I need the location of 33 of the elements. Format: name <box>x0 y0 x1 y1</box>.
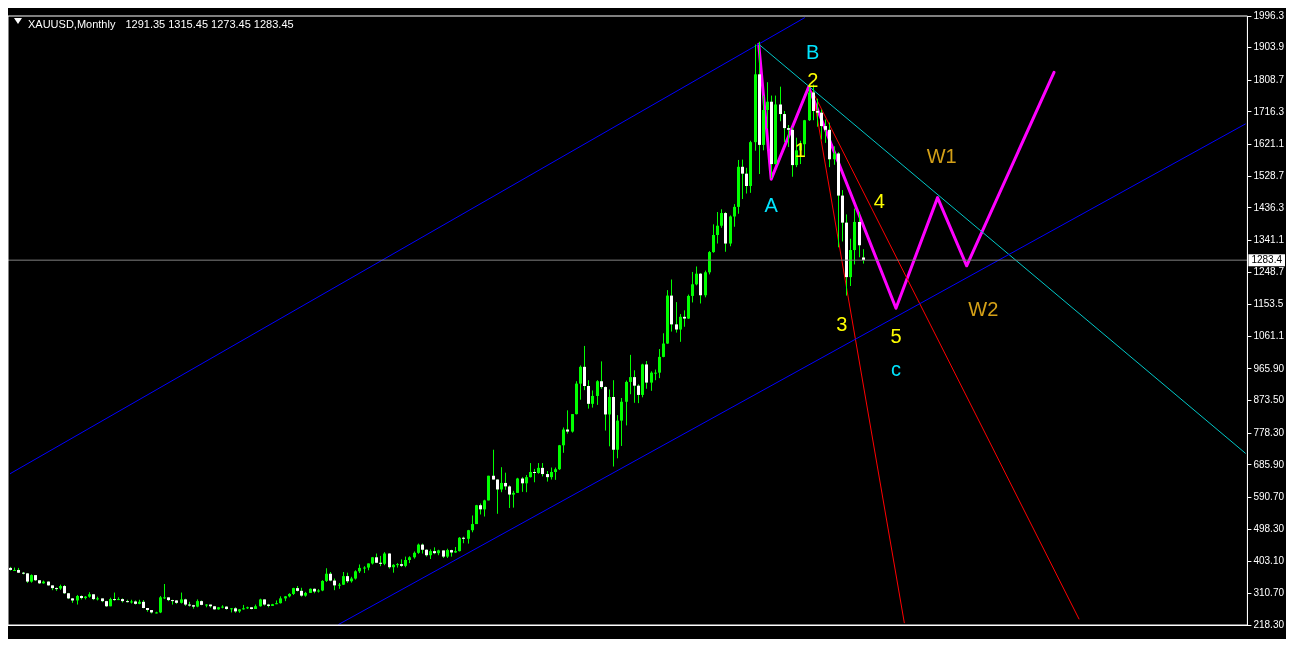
ref-line-label: 1283.4 <box>1251 253 1283 265</box>
chart-title: XAUUSD,Monthly <box>28 17 116 30</box>
y-tick-label: 590.70 <box>1253 491 1285 503</box>
annotation: 4 <box>873 189 885 212</box>
annotation: 5 <box>890 324 902 347</box>
y-tick-label: 1153.5 <box>1253 298 1284 310</box>
y-tick-label: 1248.7 <box>1253 265 1285 277</box>
y-tick-label: 1528.7 <box>1253 169 1285 181</box>
annotation: A <box>764 194 779 217</box>
y-tick-label: 1903.9 <box>1253 41 1285 53</box>
annotation: 3 <box>836 313 848 336</box>
y-tick-label: 403.10 <box>1253 555 1285 567</box>
y-tick-label: 1341.1 <box>1253 234 1285 246</box>
y-tick-label: 1716.3 <box>1253 105 1285 117</box>
y-tick-label: 218.30 <box>1253 618 1285 630</box>
annotation: c <box>890 358 901 381</box>
annotation: 2 <box>807 68 819 91</box>
y-tick-label: 1621.1 <box>1253 138 1285 150</box>
y-tick-label: 685.90 <box>1253 458 1285 470</box>
y-tick-label: 310.70 <box>1253 587 1285 599</box>
y-tick-label: 1996.3 <box>1253 9 1285 21</box>
y-tick-label: 1436.3 <box>1253 201 1285 213</box>
y-tick-label: 498.30 <box>1253 522 1285 534</box>
y-tick-label: 778.30 <box>1253 426 1285 438</box>
y-tick-label: 1808.7 <box>1253 74 1285 86</box>
annotation: W2 <box>968 297 999 320</box>
annotation: B <box>806 41 820 64</box>
y-tick-label: 873.50 <box>1253 394 1285 406</box>
y-tick-label: 965.90 <box>1253 362 1285 374</box>
annotation: W1 <box>926 145 957 168</box>
annotation: 1 <box>794 138 806 161</box>
chart-subtitle: 1291.35 1315.45 1273.45 1283.45 <box>125 17 294 30</box>
y-tick-label: 1061.1 <box>1253 330 1285 342</box>
